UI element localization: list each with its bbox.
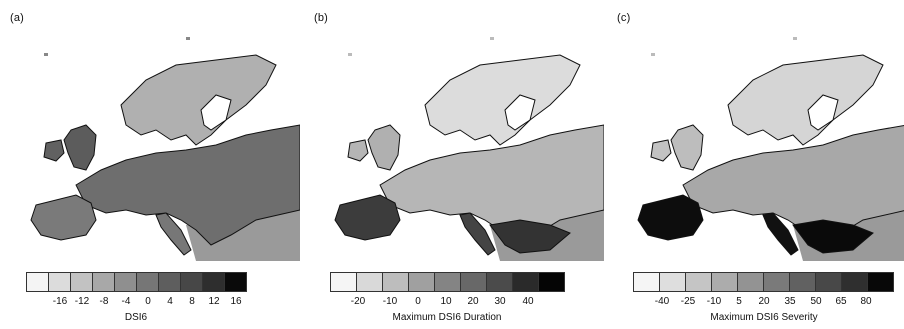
baltic-sea: [504, 94, 536, 131]
colorbar-swatch: [738, 273, 764, 291]
tick-label: 8: [189, 296, 195, 307]
tick-label: -16: [52, 296, 68, 307]
land-ireland: [347, 139, 369, 162]
colorbar-swatch: [634, 273, 660, 291]
colorbar: [26, 272, 247, 292]
europe-map: [30, 35, 300, 261]
baltic-sea: [807, 94, 839, 131]
colorbar-swatch: [790, 273, 816, 291]
tick-label: 4: [167, 296, 173, 307]
europe-map: [637, 35, 904, 261]
colorbar-swatch: [712, 273, 738, 291]
tick-label: 10: [440, 296, 452, 307]
europe-map: [334, 35, 604, 261]
tick-label: 20: [758, 296, 770, 307]
colorbar-title: Maximum DSI6 Severity: [710, 312, 818, 323]
tick-label: -20: [350, 296, 366, 307]
map-panel-b: (b) -20 -10 0 10 20 30 40 Maximum DSI6 D…: [312, 0, 604, 329]
panel-label: (b): [314, 12, 329, 24]
tick-label: -10: [382, 296, 398, 307]
land-mainland: [682, 125, 904, 246]
colorbar-swatch: [842, 273, 868, 291]
colorbar-swatch: [487, 273, 513, 291]
colorbar-swatch: [660, 273, 686, 291]
colorbar: [330, 272, 565, 292]
colorbar-swatch: [331, 273, 357, 291]
land-scandinavia: [424, 54, 581, 146]
panel-label: (a): [10, 12, 25, 24]
colorbar-swatch: [225, 273, 247, 291]
land-balkans: [792, 219, 874, 254]
colorbar-swatch: [383, 273, 409, 291]
tick-label: 50: [810, 296, 822, 307]
colorbar-swatch: [461, 273, 487, 291]
colorbar-swatch: [27, 273, 49, 291]
tick-label: -8: [99, 296, 109, 307]
tick-label: 0: [145, 296, 151, 307]
land-uk: [63, 124, 97, 171]
colorbar-title: DSI6: [124, 312, 148, 323]
land-scandinavia: [727, 54, 884, 146]
land-mainland: [379, 124, 604, 246]
tick-label: -12: [74, 296, 90, 307]
land-ireland: [43, 139, 65, 162]
tick-label: 35: [784, 296, 796, 307]
land-italy: [155, 212, 192, 256]
colorbar-swatch: [409, 273, 435, 291]
map-panel-c: (c) -40 -25 -10 5 20 35 50 65 80 M: [615, 0, 904, 329]
colorbar: [633, 272, 894, 292]
land-ireland: [650, 139, 672, 162]
colorbar-swatch: [686, 273, 712, 291]
tick-label: 5: [736, 296, 742, 307]
panel-label: (c): [617, 12, 631, 24]
land-scandinavia: [120, 54, 277, 146]
colorbar-swatch: [435, 273, 461, 291]
tick-label: 20: [467, 296, 479, 307]
colorbar-swatch: [159, 273, 181, 291]
colorbar-swatch: [764, 273, 790, 291]
colorbar-ticks: -16 -12 -8 -4 0 4 8 12 16: [26, 296, 290, 308]
land-uk: [367, 124, 401, 171]
colorbar-swatch: [49, 273, 71, 291]
land-italy: [459, 212, 496, 256]
land-iberia: [334, 194, 401, 241]
colorbar-swatch: [181, 273, 203, 291]
land-iberia: [637, 194, 704, 241]
tick-label: 40: [522, 296, 534, 307]
colorbar-swatch: [115, 273, 137, 291]
land-italy: [762, 212, 799, 256]
colorbar-ticks: -40 -25 -10 5 20 35 50 65 80: [633, 296, 897, 308]
tick-label: -40: [654, 296, 670, 307]
colorbar-swatch: [539, 273, 565, 291]
land-mainland: [75, 124, 300, 246]
colorbar-swatch: [93, 273, 115, 291]
map-panel-a: (a): [8, 0, 300, 329]
colorbar-swatch: [868, 273, 894, 291]
tick-label: -25: [680, 296, 696, 307]
land-iberia: [30, 194, 97, 241]
tick-label: -10: [706, 296, 722, 307]
tick-label: 16: [230, 296, 242, 307]
colorbar-swatch: [357, 273, 383, 291]
tick-label: 80: [860, 296, 872, 307]
tick-label: 0: [415, 296, 421, 307]
tick-label: 30: [494, 296, 506, 307]
land-uk: [670, 124, 704, 171]
land-balkans: [489, 219, 571, 254]
tick-label: -4: [121, 296, 131, 307]
colorbar-title: Maximum DSI6 Duration: [392, 312, 502, 323]
colorbar-swatch: [203, 273, 225, 291]
tick-label: 12: [208, 296, 220, 307]
colorbar-swatch: [513, 273, 539, 291]
colorbar-swatch: [71, 273, 93, 291]
baltic-sea: [200, 94, 232, 131]
colorbar-ticks: -20 -10 0 10 20 30 40: [330, 296, 594, 308]
colorbar-swatch: [816, 273, 842, 291]
tick-label: 65: [835, 296, 847, 307]
colorbar-swatch: [137, 273, 159, 291]
